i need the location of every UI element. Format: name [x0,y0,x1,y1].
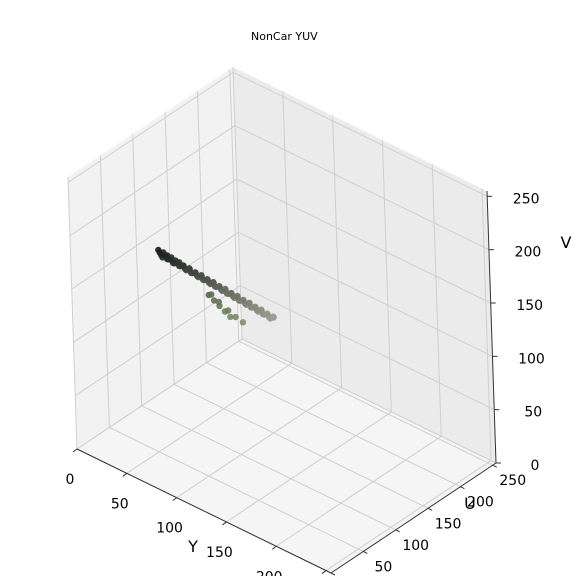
y-tick-mark [427,507,433,511]
chart-title: NonCar YUV [251,30,318,43]
data-point [270,313,277,320]
y-tick-mark [492,464,497,468]
y-tick-label: 150 [435,516,462,532]
z-tick-label: 250 [513,191,540,207]
x-tick-mark [222,521,227,526]
scatter-points [155,246,277,326]
data-point [228,289,235,297]
data-point [210,278,217,286]
data-point [198,272,205,279]
x-axis-line [76,448,332,574]
grid-lines [67,66,497,574]
data-point [239,319,247,326]
y-tick-mark [395,529,400,533]
pane-floor [77,339,496,573]
grid-line-z [73,231,493,357]
data-point [252,303,259,310]
y-tick-label: 200 [467,495,494,511]
z-tick-label: 150 [516,298,543,314]
x-tick-label: 0 [66,472,75,488]
data-point [180,262,187,269]
z-tick-label: 200 [515,245,542,261]
grid-line-z [74,285,495,411]
axes-panes [68,67,496,573]
x-tick-mark [122,472,128,477]
x-tick-mark [271,545,277,550]
x-tick-label: 50 [111,496,129,512]
y-axis-label: U [464,494,476,513]
y-tick-label: 250 [499,473,526,489]
z-tick-label: 50 [524,405,542,421]
data-point [234,292,241,300]
data-point [240,296,247,304]
pane-back [233,67,496,463]
y-tick-mark [363,550,368,554]
grid-line-z [71,178,491,304]
data-point [258,306,265,313]
data-point [216,282,223,290]
grid-line-z [69,125,490,251]
y-tick-mark [460,486,465,490]
x-tick-mark [321,570,327,574]
z-axis-label: V [561,233,572,252]
y-tick-label: 50 [374,559,392,575]
pane-left [68,67,242,449]
z-tick-label: 0 [531,458,540,474]
x-tick-mark [172,497,177,502]
z-axis-line [486,190,497,464]
axis-lines [72,190,501,576]
y-axis-line [330,462,497,574]
data-point [264,310,271,317]
y-tick-label: 100 [402,538,429,554]
data-point [208,291,215,298]
x-tick-mark [72,448,78,453]
data-point [186,265,193,272]
y-tick-mark [330,572,336,576]
z-tick-label: 100 [518,351,545,367]
data-point [204,276,211,283]
data-point [227,313,234,321]
grid-line-z [67,71,488,197]
data-point [215,298,222,306]
tick-labels: 0501001502002500501001502002500501001502… [66,191,545,576]
data-point [225,307,232,314]
data-point [192,269,199,276]
data-point [222,285,229,293]
x-tick-label: 150 [206,545,233,561]
x-axis-label: Y [187,537,198,556]
x-tick-label: 200 [256,569,283,576]
x-tick-label: 100 [156,521,183,537]
data-point [232,313,239,321]
grid-line-z [76,338,497,464]
data-point [246,299,253,306]
